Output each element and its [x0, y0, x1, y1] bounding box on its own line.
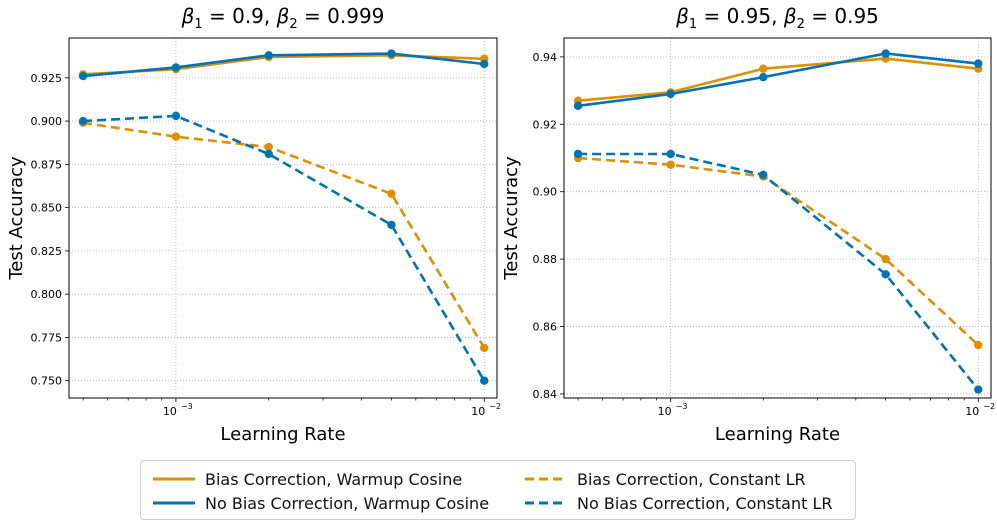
y-tick-label: 0.900	[31, 115, 63, 128]
data-point	[974, 340, 983, 350]
data-point	[387, 189, 396, 198]
y-tick-label: 0.925	[31, 72, 63, 85]
data-point	[573, 101, 583, 110]
series-line-4	[578, 152, 980, 391]
subplot-2: 0.84 0.86 0.88 0.90 0.92 0.94 10 −3 10 −2 β1 = 0.9…	[501, 4, 995, 445]
data-point	[78, 71, 88, 81]
data-point	[264, 51, 273, 60]
x-tick-label: 10	[965, 405, 979, 418]
x-tick-label: 10	[163, 405, 177, 418]
data-point	[759, 72, 768, 82]
data-point	[666, 160, 675, 169]
data-point	[387, 49, 396, 58]
y-tick-label: 0.775	[31, 331, 63, 344]
legend-item-nobias-warmup: No Bias Correction, Warmup Cosine	[153, 492, 489, 514]
data-point	[171, 132, 181, 141]
x-axis-label: Learning Rate	[220, 424, 345, 445]
legend-label: Bias Correction, Warmup Cosine	[205, 469, 463, 489]
legend-label: No Bias Correction, Warmup Cosine	[205, 493, 490, 513]
y-tick-label: 0.875	[31, 158, 63, 171]
data-point	[573, 149, 583, 159]
legend-swatch	[153, 477, 195, 481]
data-point	[480, 59, 489, 69]
subplot-1: 0.750 0.775 0.800 0.825 0.850 0.875 0.900 0.925…	[6, 4, 501, 445]
series-line-4	[83, 114, 486, 382]
x-tick-exponent: −2	[489, 402, 501, 411]
axes-frame	[563, 37, 992, 399]
data-point	[759, 64, 768, 73]
y-tick-label: 0.94	[533, 51, 558, 64]
y-tick-label: 0.90	[533, 186, 558, 199]
data-point	[974, 385, 983, 394]
y-tick-label: 0.92	[533, 118, 558, 131]
data-point	[666, 89, 675, 99]
data-point	[759, 170, 768, 180]
data-point	[480, 376, 489, 385]
legend-item-nobias-constant: No Bias Correction, Constant LR	[525, 492, 832, 514]
y-axis-label: Test Accuracy	[6, 156, 27, 281]
x-tick-exponent: −2	[983, 402, 995, 411]
data-point	[666, 149, 675, 159]
figure: 0.750 0.775 0.800 0.825 0.850 0.875 0.900 0.925…	[6, 4, 995, 445]
data-point	[264, 149, 273, 159]
x-tick-label: 10	[471, 405, 485, 418]
data-point	[171, 63, 181, 72]
chart-title: β1 = 0.9, β2 = 0.999	[181, 4, 385, 32]
y-tick-label: 0.88	[533, 253, 558, 266]
legend-swatch	[525, 501, 567, 505]
y-tick-label: 0.800	[31, 288, 63, 301]
series-line-3	[578, 156, 980, 347]
data-point	[974, 59, 983, 68]
data-point	[881, 254, 890, 264]
axes-frame	[68, 37, 498, 399]
legend-label: Bias Correction, Constant LR	[577, 469, 806, 489]
y-axis-label: Test Accuracy	[501, 156, 522, 281]
series-line-1	[577, 57, 979, 102]
data-point	[78, 116, 88, 126]
series-line-3	[82, 121, 486, 349]
data-point	[171, 111, 181, 121]
y-tick-label: 0.84	[533, 388, 558, 401]
x-axis-label: Learning Rate	[715, 424, 840, 445]
y-tick-label: 0.850	[31, 202, 63, 215]
y-tick-label: 0.825	[31, 245, 63, 258]
data-point	[881, 49, 890, 58]
data-point	[264, 142, 273, 152]
x-tick-exponent: −3	[676, 402, 688, 411]
legend-swatch	[525, 477, 567, 481]
x-tick-exponent: −3	[181, 402, 193, 411]
legend-swatch	[153, 501, 195, 505]
legend-item-bias-constant: Bias Correction, Constant LR	[525, 468, 806, 490]
chart-title: β1 = 0.95, β2 = 0.95	[675, 4, 879, 32]
x-tick-label: 10	[658, 405, 672, 418]
data-point	[387, 220, 396, 230]
data-point	[480, 343, 489, 353]
legend: Bias Correction, Warmup Cosine No Bias C…	[140, 460, 856, 520]
y-tick-label: 0.750	[31, 375, 63, 388]
legend-label: No Bias Correction, Constant LR	[577, 493, 833, 513]
data-point	[881, 270, 890, 279]
legend-item-bias-warmup: Bias Correction, Warmup Cosine	[153, 468, 462, 490]
y-tick-label: 0.86	[533, 321, 558, 334]
